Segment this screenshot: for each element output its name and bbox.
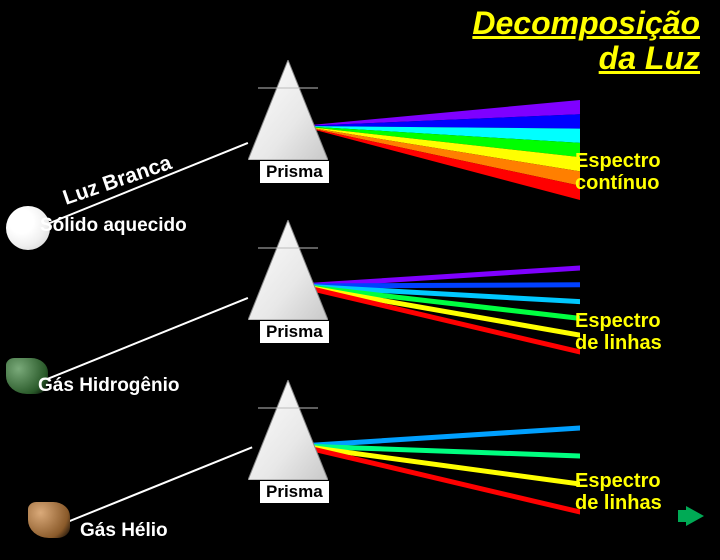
- prism-label: Prisma: [259, 320, 330, 344]
- spectrum-label: Espectrode linhas: [575, 470, 662, 514]
- prism-label: Prisma: [259, 160, 330, 184]
- spectrum-section: Gás HidrogênioPrismaEspectrode linhas: [0, 220, 720, 400]
- next-arrow-icon[interactable]: [686, 506, 704, 526]
- spectrum-section: Gás Hélio Prisma Espectrode linhas: [0, 380, 720, 560]
- continuous-spectrum: [300, 100, 580, 205]
- prism-label: Prisma: [259, 480, 330, 504]
- source-label: Gás Hélio: [80, 520, 168, 542]
- prism-icon: [248, 380, 328, 485]
- spectrum-label: Espectrode linhas: [575, 310, 662, 354]
- spectrum-label: Espectrocontínuo: [575, 150, 661, 194]
- spectrum-section: Luz BrancaSólido aquecidoPrismaEspectroc…: [0, 60, 720, 240]
- line-spectrum: [300, 420, 580, 525]
- incident-ray: [50, 446, 253, 530]
- prism-icon: [248, 220, 328, 325]
- light-source-gas: [28, 502, 70, 538]
- incident-ray: [30, 297, 249, 387]
- line-spectrum: [300, 260, 580, 365]
- title-line-1: Decomposição: [472, 5, 700, 41]
- white-light-label: Luz Branca: [60, 151, 175, 211]
- prism-icon: [248, 60, 328, 165]
